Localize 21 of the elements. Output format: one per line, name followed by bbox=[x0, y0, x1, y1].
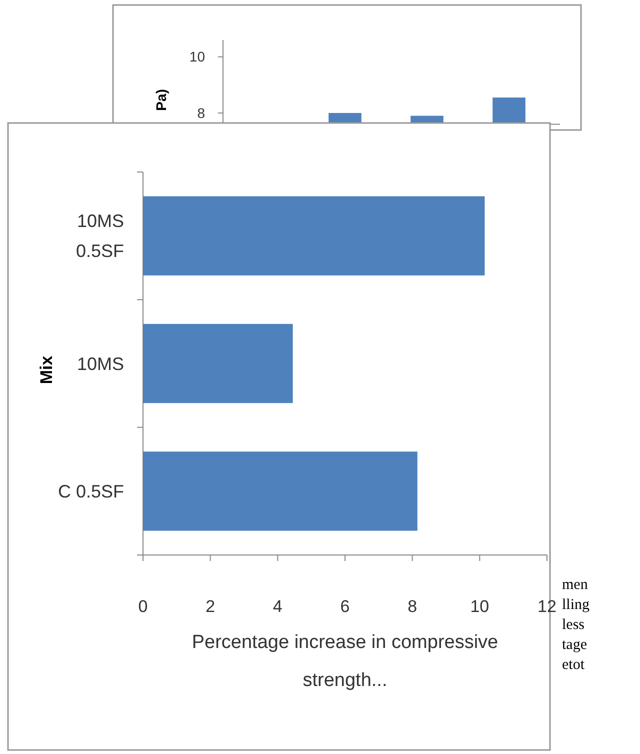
x-tick-label: 2 bbox=[206, 597, 216, 616]
text: tage bbox=[562, 637, 588, 653]
x-tick-label: 12 bbox=[538, 597, 556, 616]
bar bbox=[143, 196, 485, 276]
y-tick-label: 10MS 0.5SF bbox=[76, 211, 124, 262]
y-axis-title: Mix bbox=[37, 355, 56, 384]
x-tick-label: 10 bbox=[470, 597, 490, 616]
y-axis-title: Pa) bbox=[153, 89, 169, 111]
text: etot bbox=[562, 657, 586, 673]
text: less bbox=[562, 617, 585, 633]
x-tick-label: 4 bbox=[272, 597, 282, 616]
y-tick-label: C 0.5SF bbox=[58, 481, 124, 502]
x-tick-label: 6 bbox=[340, 597, 350, 616]
y-tick-label: 10MS bbox=[76, 354, 124, 374]
bar bbox=[143, 452, 418, 531]
x-tick-label: 0 bbox=[138, 597, 148, 616]
text: lling bbox=[562, 597, 590, 613]
text: men bbox=[562, 577, 588, 593]
bar bbox=[143, 324, 293, 404]
x-tick-label: 8 bbox=[408, 597, 418, 616]
x-axis-title: Percentage increase in compressive strength... bbox=[192, 632, 498, 691]
